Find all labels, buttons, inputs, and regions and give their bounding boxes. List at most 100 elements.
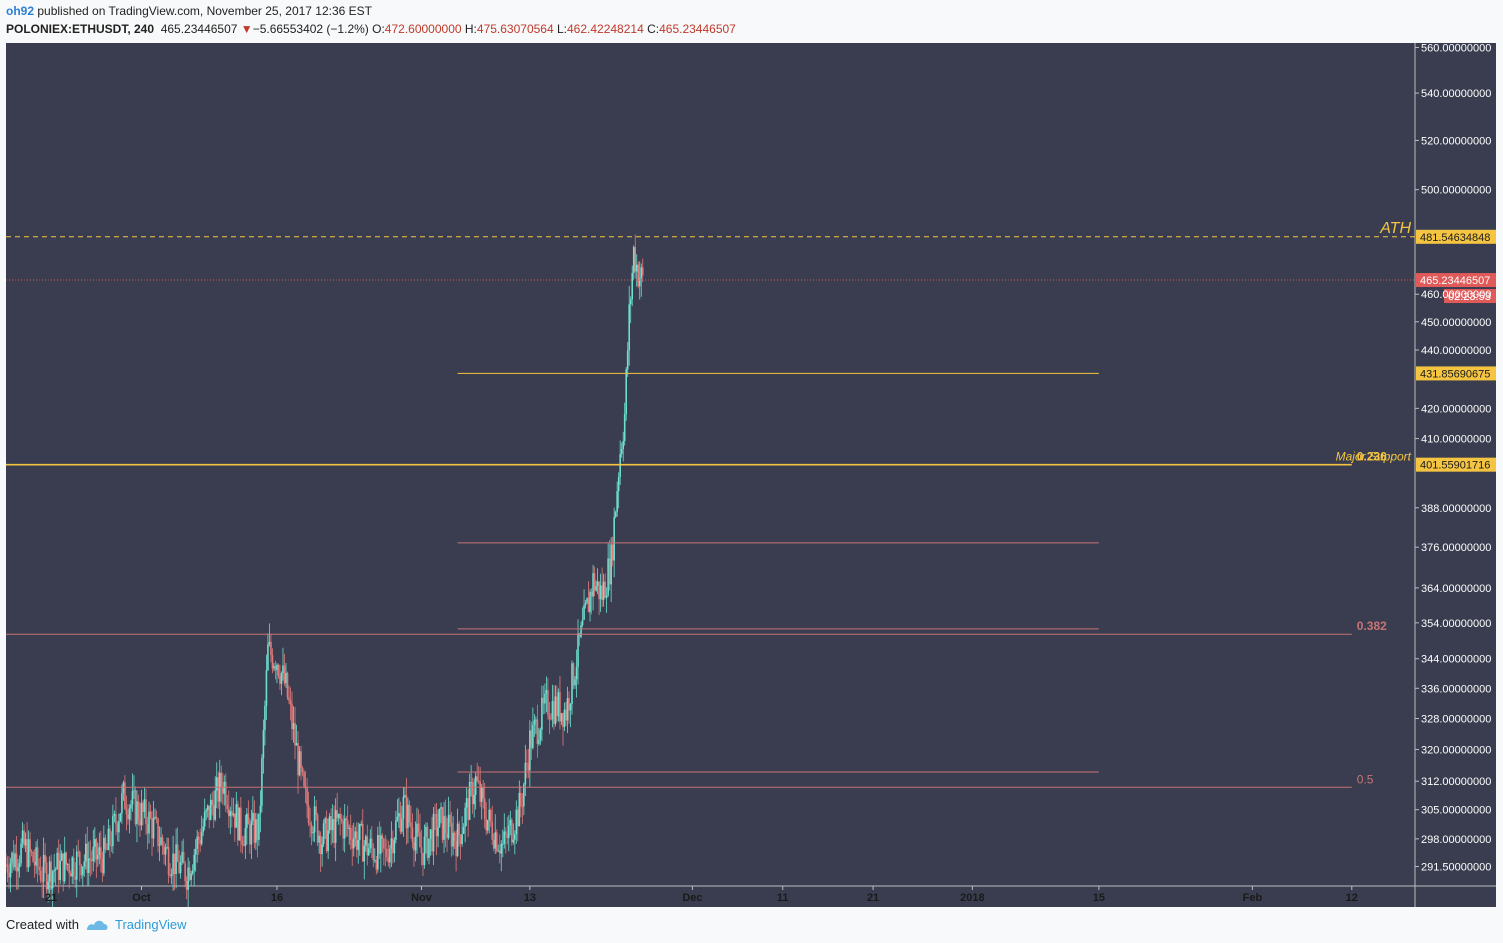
candle[interactable]: [539, 727, 542, 745]
candle[interactable]: [264, 700, 266, 746]
candle[interactable]: [313, 796, 316, 843]
candle[interactable]: [590, 588, 593, 615]
candle[interactable]: [35, 841, 37, 874]
candle[interactable]: [244, 814, 247, 859]
candle[interactable]: [641, 258, 644, 283]
candle[interactable]: [227, 790, 230, 829]
candle[interactable]: [589, 588, 591, 622]
candle[interactable]: [614, 510, 617, 519]
candle[interactable]: [91, 850, 93, 875]
candle[interactable]: [69, 870, 72, 877]
candle[interactable]: [417, 809, 420, 837]
candle[interactable]: [303, 769, 305, 789]
candle[interactable]: [458, 820, 460, 847]
candle[interactable]: [11, 851, 13, 873]
candle[interactable]: [256, 813, 259, 858]
candle[interactable]: [542, 685, 545, 715]
candle[interactable]: [112, 804, 114, 854]
candle[interactable]: [101, 851, 104, 883]
candle[interactable]: [440, 802, 442, 824]
candle[interactable]: [566, 686, 569, 733]
candle[interactable]: [429, 828, 432, 856]
candle[interactable]: [9, 858, 12, 893]
candle[interactable]: [510, 817, 513, 846]
candle[interactable]: [98, 832, 101, 865]
candle[interactable]: [68, 858, 71, 889]
candle[interactable]: [548, 701, 551, 735]
candle[interactable]: [396, 799, 399, 823]
candle[interactable]: [72, 848, 75, 885]
candle[interactable]: [446, 818, 448, 853]
candle[interactable]: [97, 842, 99, 867]
candle[interactable]: [486, 819, 489, 834]
candle[interactable]: [604, 573, 606, 599]
candle[interactable]: [103, 825, 105, 877]
candle[interactable]: [315, 799, 317, 821]
candle[interactable]: [402, 787, 405, 837]
candle[interactable]: [544, 683, 546, 714]
candle[interactable]: [187, 857, 189, 908]
candle[interactable]: [140, 789, 143, 831]
candle[interactable]: [252, 796, 254, 826]
candle[interactable]: [84, 833, 87, 870]
candle[interactable]: [569, 702, 572, 728]
candle[interactable]: [118, 813, 120, 842]
candle[interactable]: [375, 856, 378, 875]
candle[interactable]: [295, 724, 298, 746]
candle[interactable]: [470, 765, 472, 797]
candle[interactable]: [273, 662, 275, 672]
candle[interactable]: [535, 716, 537, 735]
candle[interactable]: [6, 856, 9, 883]
candle[interactable]: [121, 784, 123, 824]
candle[interactable]: [503, 813, 506, 849]
candle[interactable]: [523, 782, 525, 816]
candle[interactable]: [420, 829, 423, 866]
candle[interactable]: [533, 713, 536, 737]
candle[interactable]: [607, 543, 609, 598]
candle[interactable]: [318, 830, 320, 854]
candle[interactable]: [416, 807, 418, 854]
candle[interactable]: [267, 633, 269, 672]
candle[interactable]: [8, 856, 10, 889]
candle[interactable]: [551, 684, 554, 728]
candle[interactable]: [167, 837, 170, 884]
candle[interactable]: [41, 866, 43, 898]
candle[interactable]: [530, 721, 533, 761]
candle[interactable]: [605, 587, 608, 613]
candle[interactable]: [482, 780, 484, 809]
candle[interactable]: [623, 402, 626, 446]
candle[interactable]: [459, 834, 462, 860]
candle[interactable]: [414, 821, 417, 862]
candle[interactable]: [559, 675, 561, 730]
candle[interactable]: [74, 862, 77, 889]
candle[interactable]: [137, 794, 140, 826]
candle[interactable]: [491, 805, 494, 845]
candle[interactable]: [175, 828, 177, 889]
candle[interactable]: [358, 823, 361, 856]
candle[interactable]: [562, 712, 564, 746]
candle[interactable]: [38, 858, 40, 876]
candle[interactable]: [354, 826, 357, 847]
candle[interactable]: [146, 816, 149, 850]
candle[interactable]: [565, 701, 567, 727]
candle[interactable]: [587, 581, 590, 613]
candle[interactable]: [113, 810, 116, 823]
candle[interactable]: [234, 813, 236, 842]
candle[interactable]: [221, 772, 224, 805]
candle[interactable]: [431, 816, 433, 856]
candle[interactable]: [182, 838, 185, 864]
candle[interactable]: [393, 837, 396, 863]
candle[interactable]: [184, 860, 186, 888]
candle[interactable]: [580, 621, 582, 639]
candle[interactable]: [17, 858, 19, 890]
candle[interactable]: [261, 754, 263, 813]
candle[interactable]: [413, 837, 415, 867]
candle[interactable]: [631, 265, 634, 307]
candle[interactable]: [622, 431, 624, 462]
candle[interactable]: [75, 845, 78, 898]
candle[interactable]: [29, 831, 31, 867]
candle[interactable]: [339, 807, 341, 836]
candle[interactable]: [142, 800, 144, 826]
candle[interactable]: [200, 815, 203, 846]
candle[interactable]: [408, 800, 411, 827]
